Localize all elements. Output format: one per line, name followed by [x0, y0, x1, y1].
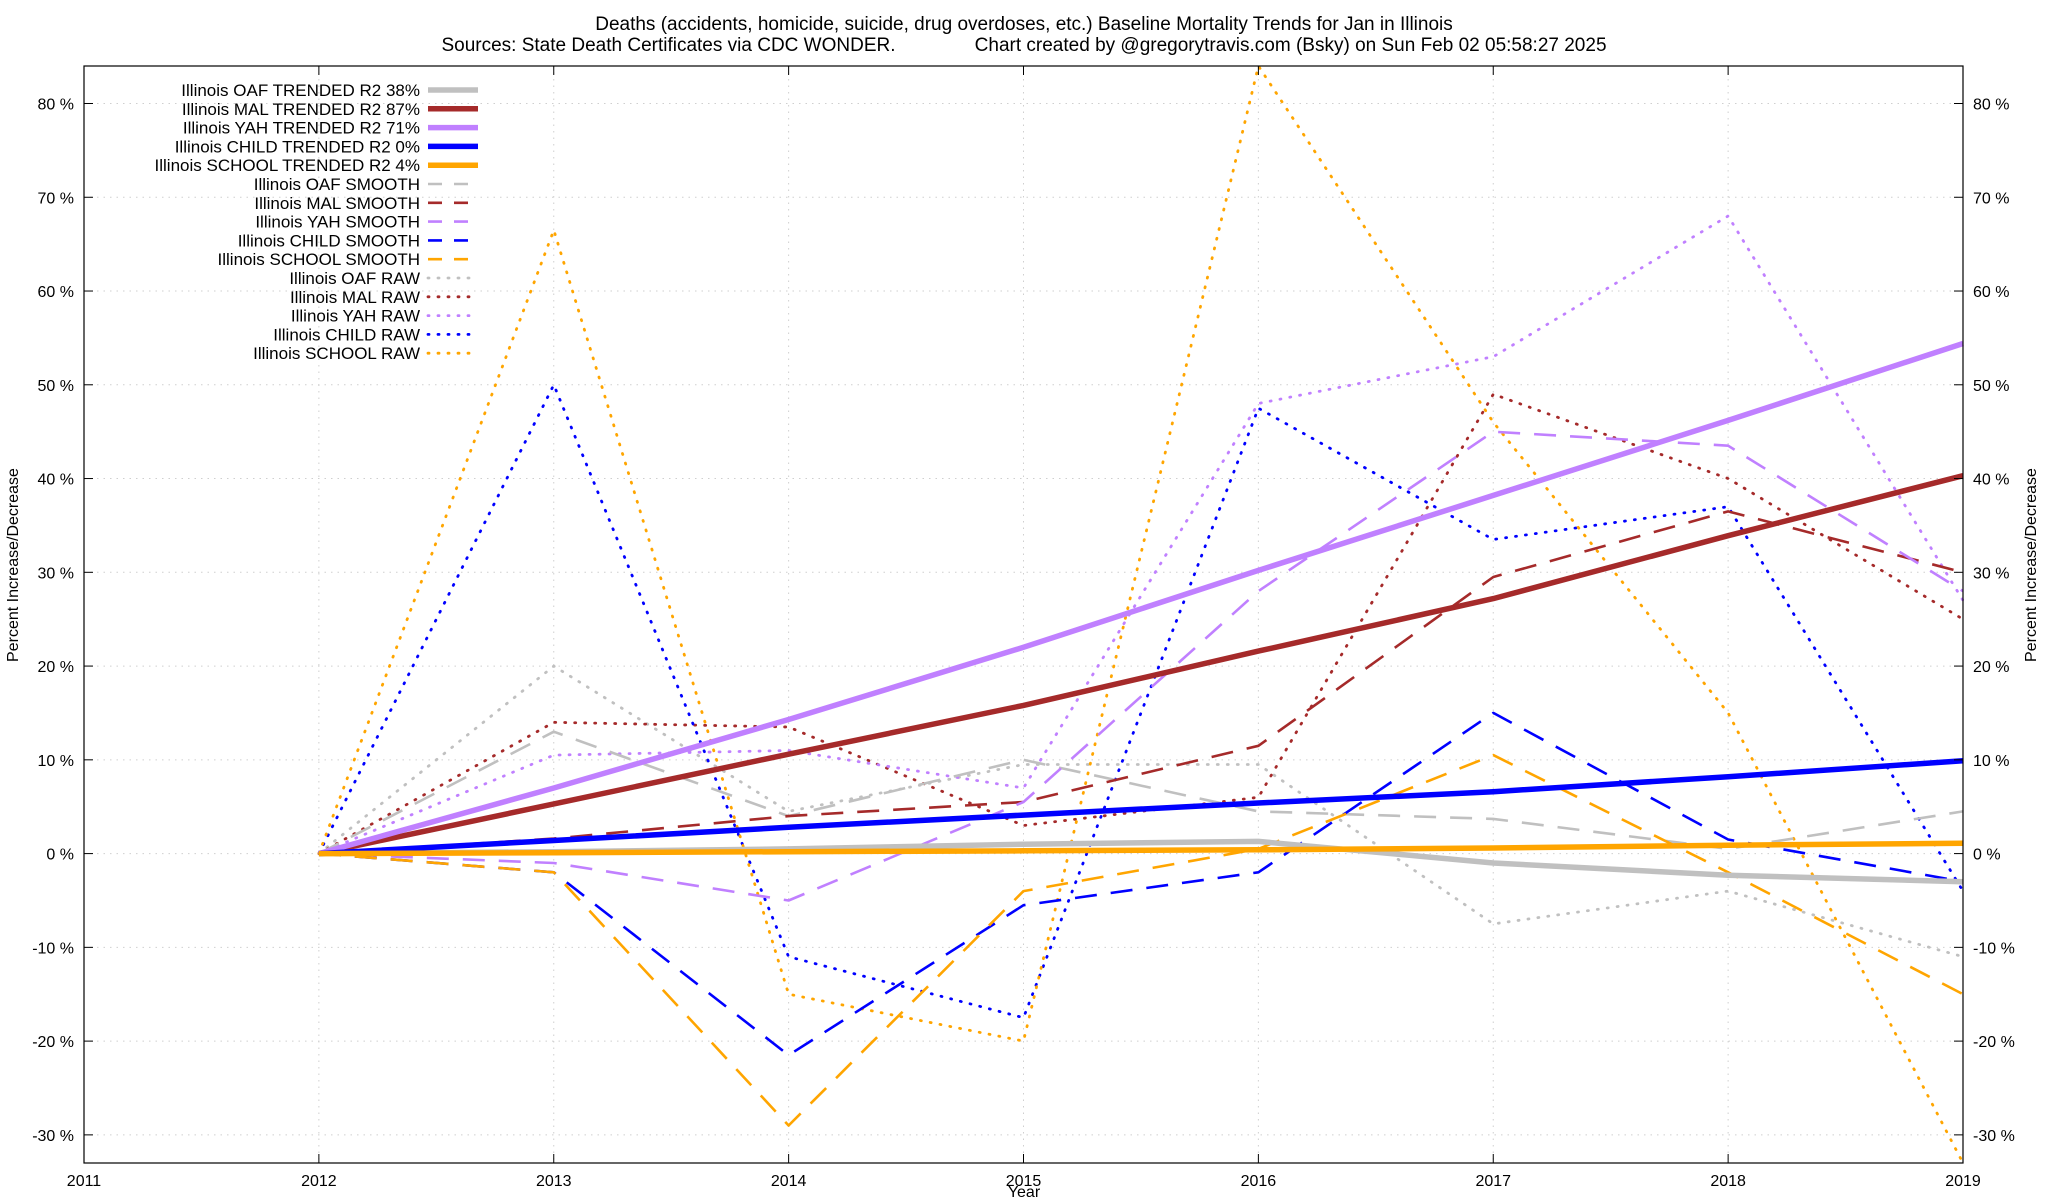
series-line-school-smooth — [318, 753, 1964, 1127]
y-tick-label-right: -10 % — [1973, 940, 2015, 957]
legend-label: Illinois MAL SMOOTH — [254, 194, 420, 213]
y-tick-label-left: 80 % — [38, 97, 74, 114]
series-line-child-raw — [317, 383, 1965, 1020]
y-tick-label-right: 70 % — [1973, 190, 2009, 207]
series-line-mal-smooth — [318, 510, 1964, 855]
legend-label: Illinois CHILD RAW — [273, 325, 420, 344]
y-tick-label-left: 20 % — [38, 659, 74, 676]
y-tick-label-right: 10 % — [1973, 753, 2009, 770]
x-tick-label: 2015 — [1006, 1173, 1042, 1190]
legend-label: Illinois CHILD SMOOTH — [238, 231, 420, 250]
x-tick-label: 2016 — [1241, 1173, 1277, 1190]
x-axis-label: Year — [1008, 1184, 1041, 1200]
y-tick-label-left: 50 % — [38, 378, 74, 395]
legend-label: Illinois MAL RAW — [290, 288, 420, 307]
legend-label: Illinois SCHOOL TRENDED R2 4% — [155, 156, 420, 175]
legend-label: Illinois SCHOOL SMOOTH — [218, 250, 420, 269]
chart-subtitle: Sources: State Death Certificates via CD… — [441, 35, 1606, 56]
legend-label: Illinois YAH RAW — [291, 307, 420, 326]
series-line-mal-trended — [318, 473, 1964, 857]
x-tick-label: 2017 — [1475, 1173, 1511, 1190]
series-line-child-trended — [318, 758, 1964, 857]
y-tick-label-left: 70 % — [38, 190, 74, 207]
series-line-yah-raw — [317, 214, 1965, 855]
y-tick-label-left: 10 % — [38, 753, 74, 770]
x-tick-label: 2014 — [771, 1173, 807, 1190]
series-line-yah-trended — [318, 340, 1964, 857]
y-tick-label-right: 40 % — [1973, 472, 2009, 489]
y-tick-label-right: 50 % — [1973, 378, 2009, 395]
legend-label: Illinois MAL TRENDED R2 87% — [182, 100, 420, 119]
legend-label: Illinois YAH SMOOTH — [255, 213, 420, 232]
y-tick-label-right: 20 % — [1973, 659, 2009, 676]
y-axis-label-right: Percent Increase/Decrease — [2023, 468, 2040, 662]
y-tick-label-right: 60 % — [1973, 284, 2009, 301]
legend-label: Illinois OAF RAW — [289, 269, 420, 288]
chart-title: Deaths (accidents, homicide, suicide, dr… — [595, 14, 1453, 35]
legend-label: Illinois OAF TRENDED R2 38% — [181, 81, 420, 100]
y-tick-label-right: 0 % — [1973, 847, 2001, 864]
y-tick-label-right: -20 % — [1973, 1034, 2015, 1051]
x-tick-label: 2012 — [301, 1173, 337, 1190]
y-tick-label-right: 80 % — [1973, 97, 2009, 114]
y-tick-label-left: -20 % — [32, 1034, 74, 1051]
y-tick-label-left: -30 % — [32, 1128, 74, 1145]
series-layer — [317, 64, 1965, 1165]
legend-label: Illinois CHILD TRENDED R2 0% — [175, 137, 420, 156]
y-tick-label-right: -30 % — [1973, 1128, 2015, 1145]
series-line-mal-raw — [317, 392, 1965, 855]
series-line-school-trended — [318, 840, 1964, 857]
legend-label: Illinois SCHOOL RAW — [253, 344, 420, 363]
x-tick-label: 2013 — [536, 1173, 572, 1190]
legend-label: Illinois YAH TRENDED R2 71% — [183, 119, 420, 138]
series-line-school-raw — [317, 64, 1965, 1165]
y-axis-label-left: Percent Increase/Decrease — [5, 468, 22, 662]
x-tick-label: 2019 — [1945, 1173, 1981, 1190]
legend-label: Illinois OAF SMOOTH — [254, 175, 420, 194]
series-line-oaf-smooth — [318, 730, 1964, 855]
y-tick-label-left: 30 % — [38, 565, 74, 582]
series-line-yah-smooth — [318, 430, 1964, 902]
y-tick-label-left: 0 % — [46, 847, 74, 864]
x-tick-label: 2011 — [67, 1173, 102, 1190]
axis-ticks: 2011 2012 2013 2014 2015 2016 2017 2018 2019 -30 … — [32, 66, 2015, 1190]
x-tick-label: 2018 — [1710, 1173, 1746, 1190]
y-tick-label-left: 60 % — [38, 284, 74, 301]
y-tick-label-left: -10 % — [32, 940, 74, 957]
legend: Illinois OAF TRENDED R2 38%Illinois MAL … — [155, 81, 480, 363]
y-tick-label-right: 30 % — [1973, 565, 2009, 582]
y-tick-label-left: 40 % — [38, 472, 74, 489]
series-line-child-smooth — [318, 711, 1964, 1057]
